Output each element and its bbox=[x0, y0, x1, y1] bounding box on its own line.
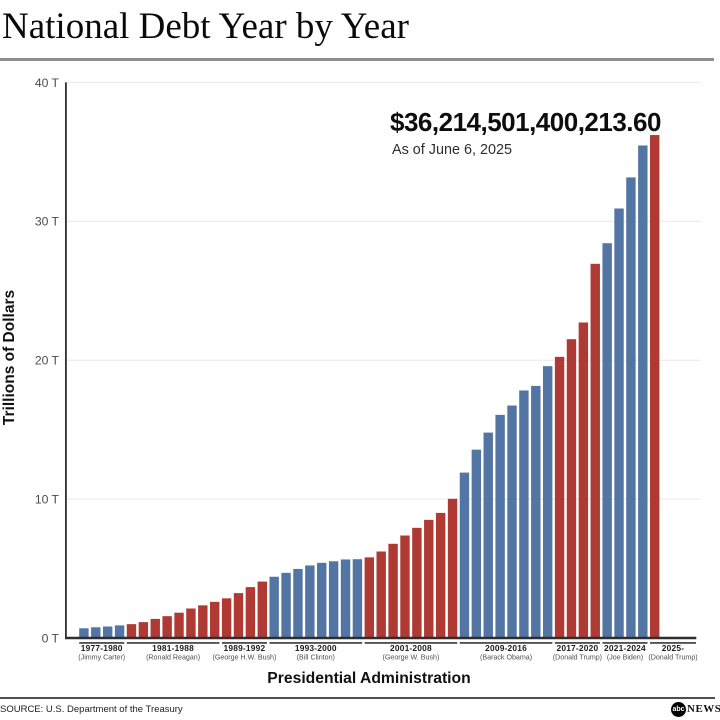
svg-text:40 T: 40 T bbox=[35, 76, 60, 90]
svg-text:(George H.W. Bush): (George H.W. Bush) bbox=[213, 653, 277, 661]
svg-text:(Bill Clinton): (Bill Clinton) bbox=[297, 653, 335, 661]
svg-text:(Jimmy Carter): (Jimmy Carter) bbox=[78, 653, 125, 661]
svg-text:(Ronald Reagan): (Ronald Reagan) bbox=[146, 653, 200, 661]
svg-text:0 T: 0 T bbox=[42, 631, 60, 645]
svg-text:As of June 6, 2025: As of June 6, 2025 bbox=[392, 142, 512, 158]
svg-text:2025-: 2025- bbox=[662, 643, 684, 653]
svg-text:(Donald Trump): (Donald Trump) bbox=[553, 653, 602, 661]
svg-text:20 T: 20 T bbox=[35, 354, 60, 368]
svg-text:$36,214,501,400,213.60: $36,214,501,400,213.60 bbox=[390, 107, 661, 137]
svg-text:30 T: 30 T bbox=[35, 215, 60, 229]
svg-text:Trillions of Dollars: Trillions of Dollars bbox=[1, 290, 18, 425]
svg-text:(Barack Obama): (Barack Obama) bbox=[480, 653, 532, 661]
svg-text:(George W. Bush): (George W. Bush) bbox=[383, 653, 440, 661]
svg-text:2001-2008: 2001-2008 bbox=[390, 643, 432, 653]
svg-text:2017-2020: 2017-2020 bbox=[556, 643, 598, 653]
svg-text:1977-1980: 1977-1980 bbox=[81, 643, 123, 653]
svg-text:1993-2000: 1993-2000 bbox=[295, 643, 337, 653]
svg-text:2009-2016: 2009-2016 bbox=[485, 643, 527, 653]
svg-text:2021-2024: 2021-2024 bbox=[604, 643, 646, 653]
svg-text:10 T: 10 T bbox=[35, 492, 60, 506]
svg-text:Presidential Administration: Presidential Administration bbox=[267, 670, 470, 687]
svg-text:(Joe Biden): (Joe Biden) bbox=[607, 653, 643, 661]
svg-text:(Donald Trump): (Donald Trump) bbox=[648, 653, 697, 661]
svg-text:1989-1992: 1989-1992 bbox=[224, 643, 266, 653]
svg-text:1981-1988: 1981-1988 bbox=[152, 643, 194, 653]
